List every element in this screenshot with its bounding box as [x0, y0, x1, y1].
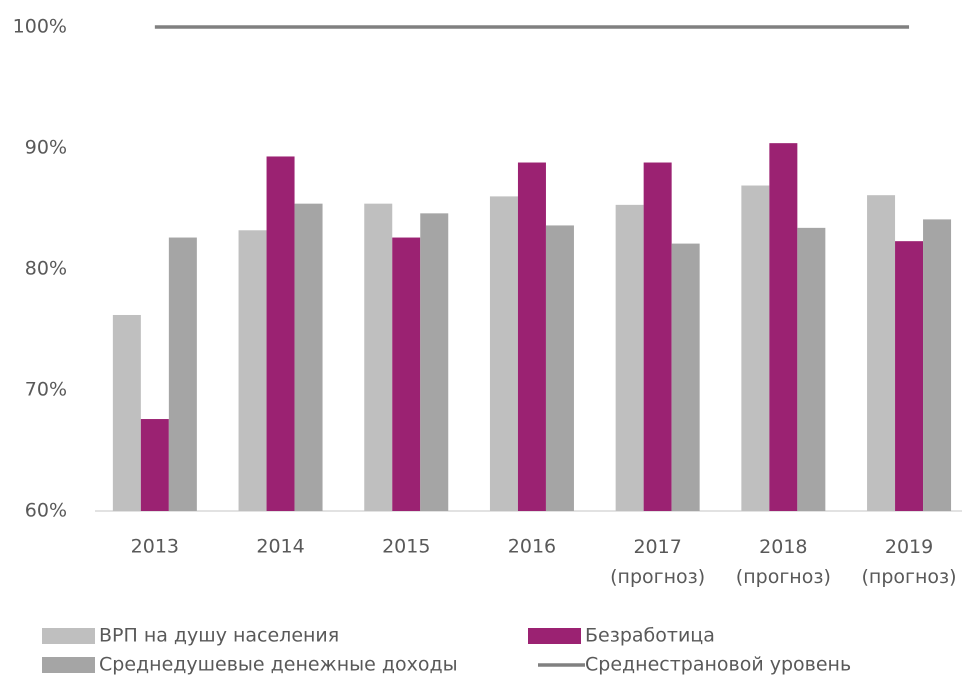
bar — [671, 243, 700, 511]
bar — [392, 237, 421, 512]
y-tick-label: 90% — [25, 137, 67, 159]
legend-label: Среднестрановой уровень — [585, 654, 851, 676]
bar — [420, 213, 449, 511]
bar — [615, 204, 644, 511]
bar — [238, 230, 267, 511]
legend-label: Среднедушевые денежные доходы — [99, 654, 458, 676]
bar — [643, 162, 672, 511]
bar — [364, 203, 393, 511]
y-tick-label: 100% — [13, 16, 67, 38]
y-tick-label: 80% — [25, 258, 67, 280]
bar — [797, 227, 826, 512]
x-tick-label: 2017 (прогноз) — [610, 536, 705, 588]
bar — [112, 314, 141, 511]
bar — [867, 195, 896, 511]
x-tick-label: 2014 — [256, 536, 304, 558]
x-tick-label: 2018 (прогноз) — [736, 536, 831, 588]
y-tick-label: 60% — [25, 500, 67, 522]
x-tick-label: 2016 — [508, 536, 556, 558]
y-tick-label: 70% — [25, 379, 67, 401]
bar — [517, 162, 546, 511]
bar — [168, 237, 197, 512]
x-tick-label: 2013 — [131, 536, 179, 558]
bar — [741, 185, 770, 511]
x-tick-label: 2015 — [382, 536, 430, 558]
bar — [140, 419, 169, 511]
legend-swatch — [528, 628, 581, 644]
bar — [545, 225, 574, 511]
x-tick-label: 2019 (прогноз) — [862, 536, 957, 588]
legend-label: ВРП на душу населения — [99, 625, 339, 647]
bar — [266, 156, 295, 511]
legend-swatch — [42, 657, 95, 673]
legend-swatch — [42, 628, 95, 644]
bar — [489, 196, 518, 511]
legend-label: Безработица — [585, 625, 715, 647]
bar — [895, 241, 924, 512]
bar — [769, 143, 798, 511]
bar — [923, 219, 952, 511]
bar — [294, 203, 323, 511]
